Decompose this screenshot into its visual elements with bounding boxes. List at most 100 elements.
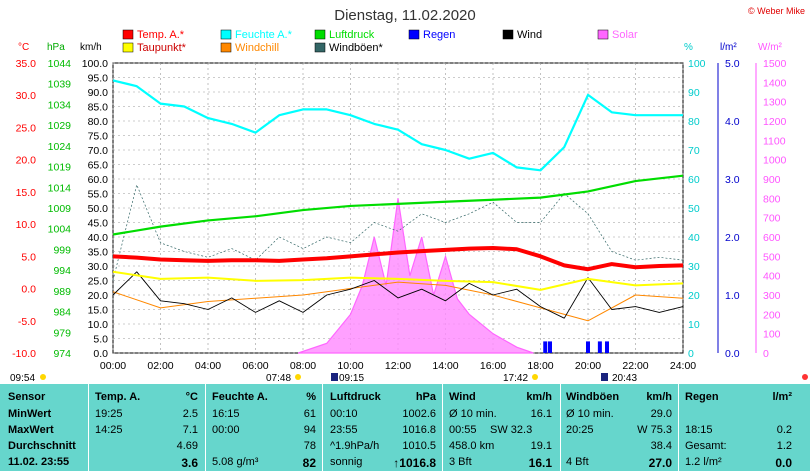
moonrise-label: 09:15 xyxy=(339,373,364,384)
stats-cell-rain-t: Gesamt: xyxy=(685,440,727,452)
humidity-unit: % xyxy=(684,42,693,53)
stats-cell-wind-t: 3 Bft xyxy=(449,456,472,468)
rain-tick-label: 3.0 xyxy=(725,174,740,186)
stats-cell-label: MaxWert xyxy=(8,424,54,436)
stats-header-rain: Regen xyxy=(685,391,719,403)
humidity-tick-label: 90 xyxy=(688,87,700,99)
moonset-icon xyxy=(601,373,608,381)
wind-tick-label: 65.0 xyxy=(88,160,109,172)
wind-unit: km/h xyxy=(80,42,102,53)
stats-cell-rain-t: 18:15 xyxy=(685,424,713,436)
legend-label: Solar xyxy=(612,29,638,41)
solar-tick-label: 1000 xyxy=(763,155,787,167)
stats-cell-gust-v: W 75.3 xyxy=(637,424,672,436)
series-taupunkt xyxy=(112,270,684,291)
stats-cell-rain-t: 1.2 l/m² xyxy=(685,456,722,468)
series-windchill xyxy=(112,281,684,322)
x-tick-label: 20:00 xyxy=(575,360,601,372)
legend-swatch xyxy=(314,42,326,53)
legend-label: Wind xyxy=(517,29,542,41)
stats-cell-gust-v: 29.0 xyxy=(650,408,672,420)
wind-tick-label: 30.0 xyxy=(88,261,109,273)
legend-label: Feuchte A.* xyxy=(235,29,293,41)
stats-cell-temp-v: 2.5 xyxy=(182,408,198,420)
rain-bar xyxy=(586,341,590,353)
x-tick-label: 02:00 xyxy=(147,360,173,372)
legend-label: Temp. A.* xyxy=(137,29,185,41)
stats-cell-temp-v: 3.6 xyxy=(181,456,198,470)
pressure-tick-label: 1029 xyxy=(48,120,72,132)
stats-cell-wind-t: Ø 10 min. xyxy=(449,408,497,420)
stats-cell-press-v: ↑1016.8 xyxy=(393,456,436,470)
legend-label: Windböen* xyxy=(329,42,384,54)
x-tick-label: 18:00 xyxy=(527,360,553,372)
humidity-tick-label: 60 xyxy=(688,174,700,186)
stats-cell-press-v: 1016.8 xyxy=(402,424,436,436)
wind-tick-label: 90.0 xyxy=(88,87,109,99)
pressure-tick-label: 1034 xyxy=(48,99,72,111)
stats-cell-press-t: 00:10 xyxy=(330,408,358,420)
stats-header-gust: Windböen xyxy=(566,391,620,403)
rain-tick-label: 5.0 xyxy=(725,58,740,70)
stats-header-hum-unit: % xyxy=(306,391,316,403)
x-tick-label: 06:00 xyxy=(242,360,268,372)
wind-tick-label: 60.0 xyxy=(88,174,109,186)
rain-tick-label: 4.0 xyxy=(725,116,740,128)
stats-cell-hum-v: 94 xyxy=(303,424,316,436)
rain-tick-label: 1.0 xyxy=(725,290,740,302)
pressure-tick-label: 1024 xyxy=(48,141,72,153)
pressure-tick-label: 979 xyxy=(53,327,71,339)
stats-cell-wind-m: SW 32.3 xyxy=(490,424,533,436)
wind-tick-label: 80.0 xyxy=(88,116,109,128)
humidity-tick-label: 40 xyxy=(688,232,700,244)
x-tick-label: 16:00 xyxy=(480,360,506,372)
x-axis: 00:00 02:00 04:00 06:00 08:00 10:00 12:00 14:00… xyxy=(100,360,696,372)
temp-tick-label: 35.0 xyxy=(16,58,37,70)
stats-header-wind: Wind xyxy=(449,391,476,403)
stats-cell-gust-t: 20:25 xyxy=(566,424,594,436)
wind-tick-label: 55.0 xyxy=(88,189,109,201)
moonrise-icon xyxy=(331,373,338,381)
stats-cell-gust-t: 4 Bft xyxy=(566,456,589,468)
solar-tick-label: 1300 xyxy=(763,97,787,109)
wind-tick-label: 35.0 xyxy=(88,247,109,259)
x-tick-label: 08:00 xyxy=(290,360,316,372)
sunset-icon xyxy=(532,374,538,380)
temp-tick-label: 25.0 xyxy=(16,122,37,134)
series-solar xyxy=(298,198,534,354)
rain-unit: l/m² xyxy=(720,42,737,53)
solar-tick-label: 100 xyxy=(763,329,781,341)
wind-tick-label: 10.0 xyxy=(88,319,109,331)
legend-swatch xyxy=(122,29,134,40)
pressure-tick-label: 989 xyxy=(53,286,71,298)
pressure-tick-label: 994 xyxy=(53,265,71,277)
humidity-tick-label: 50 xyxy=(688,203,700,215)
x-tick-label: 00:00 xyxy=(100,360,126,372)
humidity-tick-label: 20 xyxy=(688,290,700,302)
temp-tick-label: -10.0 xyxy=(12,348,36,360)
stats-cell-hum-v: 78 xyxy=(303,440,316,452)
stats-cell-temp-t: 19:25 xyxy=(95,408,123,420)
stats-cell-gust-v: 38.4 xyxy=(650,440,672,452)
stats-header-temp: Temp. A. xyxy=(95,391,141,403)
pressure-tick-label: 1044 xyxy=(48,58,72,70)
series-luftdruck xyxy=(112,174,684,236)
stats-cell-wind-v: 19.1 xyxy=(530,440,552,452)
stats-panel: Sensor Temp. A. °C Feuchte A. % Luftdruc… xyxy=(0,384,810,471)
stats-header-hum: Feuchte A. xyxy=(212,391,268,403)
solar-tick-label: 1200 xyxy=(763,116,787,128)
humidity-tick-label: 30 xyxy=(688,261,700,273)
temp-tick-label: 30.0 xyxy=(16,90,37,102)
legend-swatch xyxy=(502,29,514,40)
solar-tick-label: 600 xyxy=(763,232,781,244)
sunrise-icon xyxy=(295,374,301,380)
stats-header-press-unit: hPa xyxy=(415,391,436,403)
humidity-tick-label: 100 xyxy=(688,58,706,70)
stats-cell-press-v: 1002.6 xyxy=(402,408,436,420)
rain-tick-label: 0.0 xyxy=(725,348,740,360)
rain-bar xyxy=(605,341,609,353)
temp-tick-label: -5.0 xyxy=(18,316,36,328)
pressure-tick-label: 1039 xyxy=(48,79,72,91)
weather-chart: Dienstag, 11.02.2020 © Weber Mike Temp. … xyxy=(10,6,808,384)
stats-cell-wind-v: 16.1 xyxy=(528,456,552,470)
